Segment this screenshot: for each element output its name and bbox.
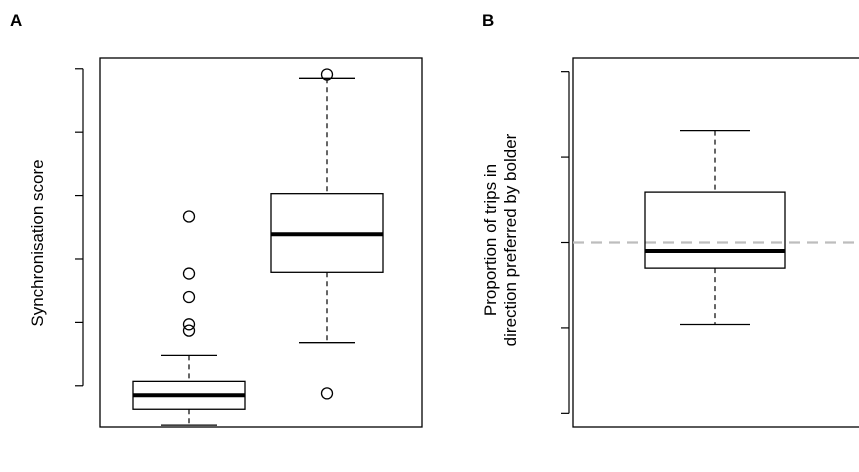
outlier-point [320,387,334,400]
panel-b-label: B [482,11,494,30]
panel-b: B Proportion of trips in direction prefe… [481,11,859,428]
box-opaque [132,210,246,426]
panel-b-boxes [644,129,786,326]
panel-a: A Synchronisation score [10,11,423,428]
outlier-point [320,68,334,81]
outlier-point [182,290,196,304]
outlier-point [182,324,196,337]
outlier-point [182,318,196,331]
panel-b-y-axis-title-line-2: direction preferred by bolder [501,133,520,346]
box-joint-trips [644,129,786,326]
panel-a-y-axis-title: Synchronisation score [28,159,47,326]
box-iqr [644,191,786,269]
panel-a-plot-frame [99,57,423,428]
panel-b-y-axis [561,71,570,414]
outlier-point [182,210,196,223]
box-transparent [270,68,384,400]
panel-a-label: A [10,11,22,30]
panel-b-y-axis-title-line-1: Proportion of trips in [481,164,500,316]
outlier-point [182,267,196,280]
panel-a-y-axis [75,68,84,387]
panel-a-boxes [132,68,384,426]
